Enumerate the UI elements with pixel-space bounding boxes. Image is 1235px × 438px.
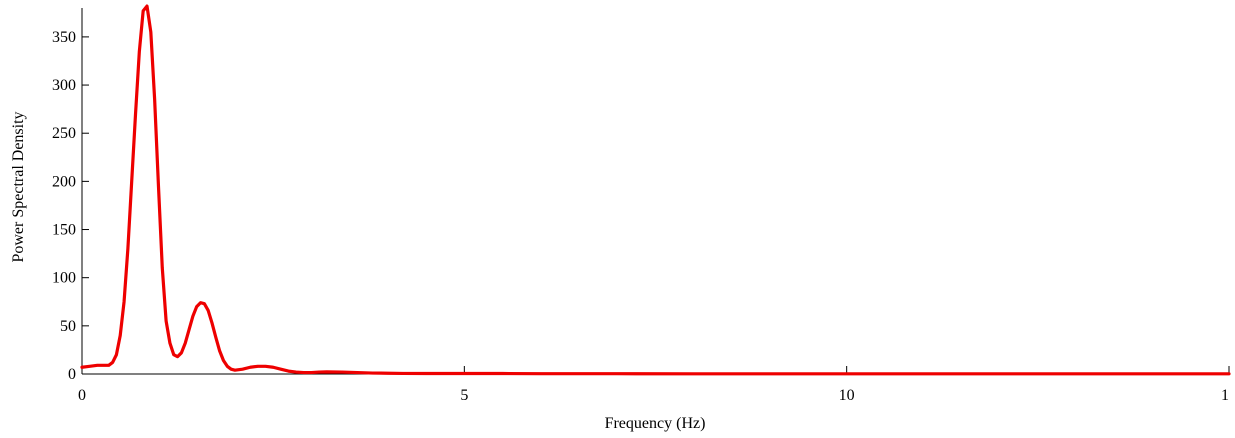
y-tick-label: 50: [60, 318, 76, 335]
y-tick-label: 150: [52, 222, 76, 239]
x-tick-label: 0: [78, 387, 86, 404]
y-axis-title: Power Spectral Density: [10, 111, 27, 262]
y-tick-label: 200: [52, 173, 76, 190]
y-tick-label: 300: [52, 77, 76, 94]
y-ticks: 0 50 100 150 200 250 300 350: [52, 29, 89, 383]
y-tick-label: 0: [68, 366, 76, 383]
psd-series-line: [80, 4, 1231, 376]
x-tick-label: 10: [839, 387, 855, 404]
x-tick-label: 5: [460, 387, 468, 404]
x-tick-label: 1: [1221, 387, 1229, 404]
x-ticks: 0 5 10 1: [78, 366, 1230, 404]
x-axis-title: Frequency (Hz): [605, 415, 706, 432]
y-tick-label: 100: [52, 270, 76, 287]
y-tick-label: 250: [52, 125, 76, 142]
y-tick-label: 350: [52, 29, 76, 46]
axes: [81, 8, 1229, 375]
